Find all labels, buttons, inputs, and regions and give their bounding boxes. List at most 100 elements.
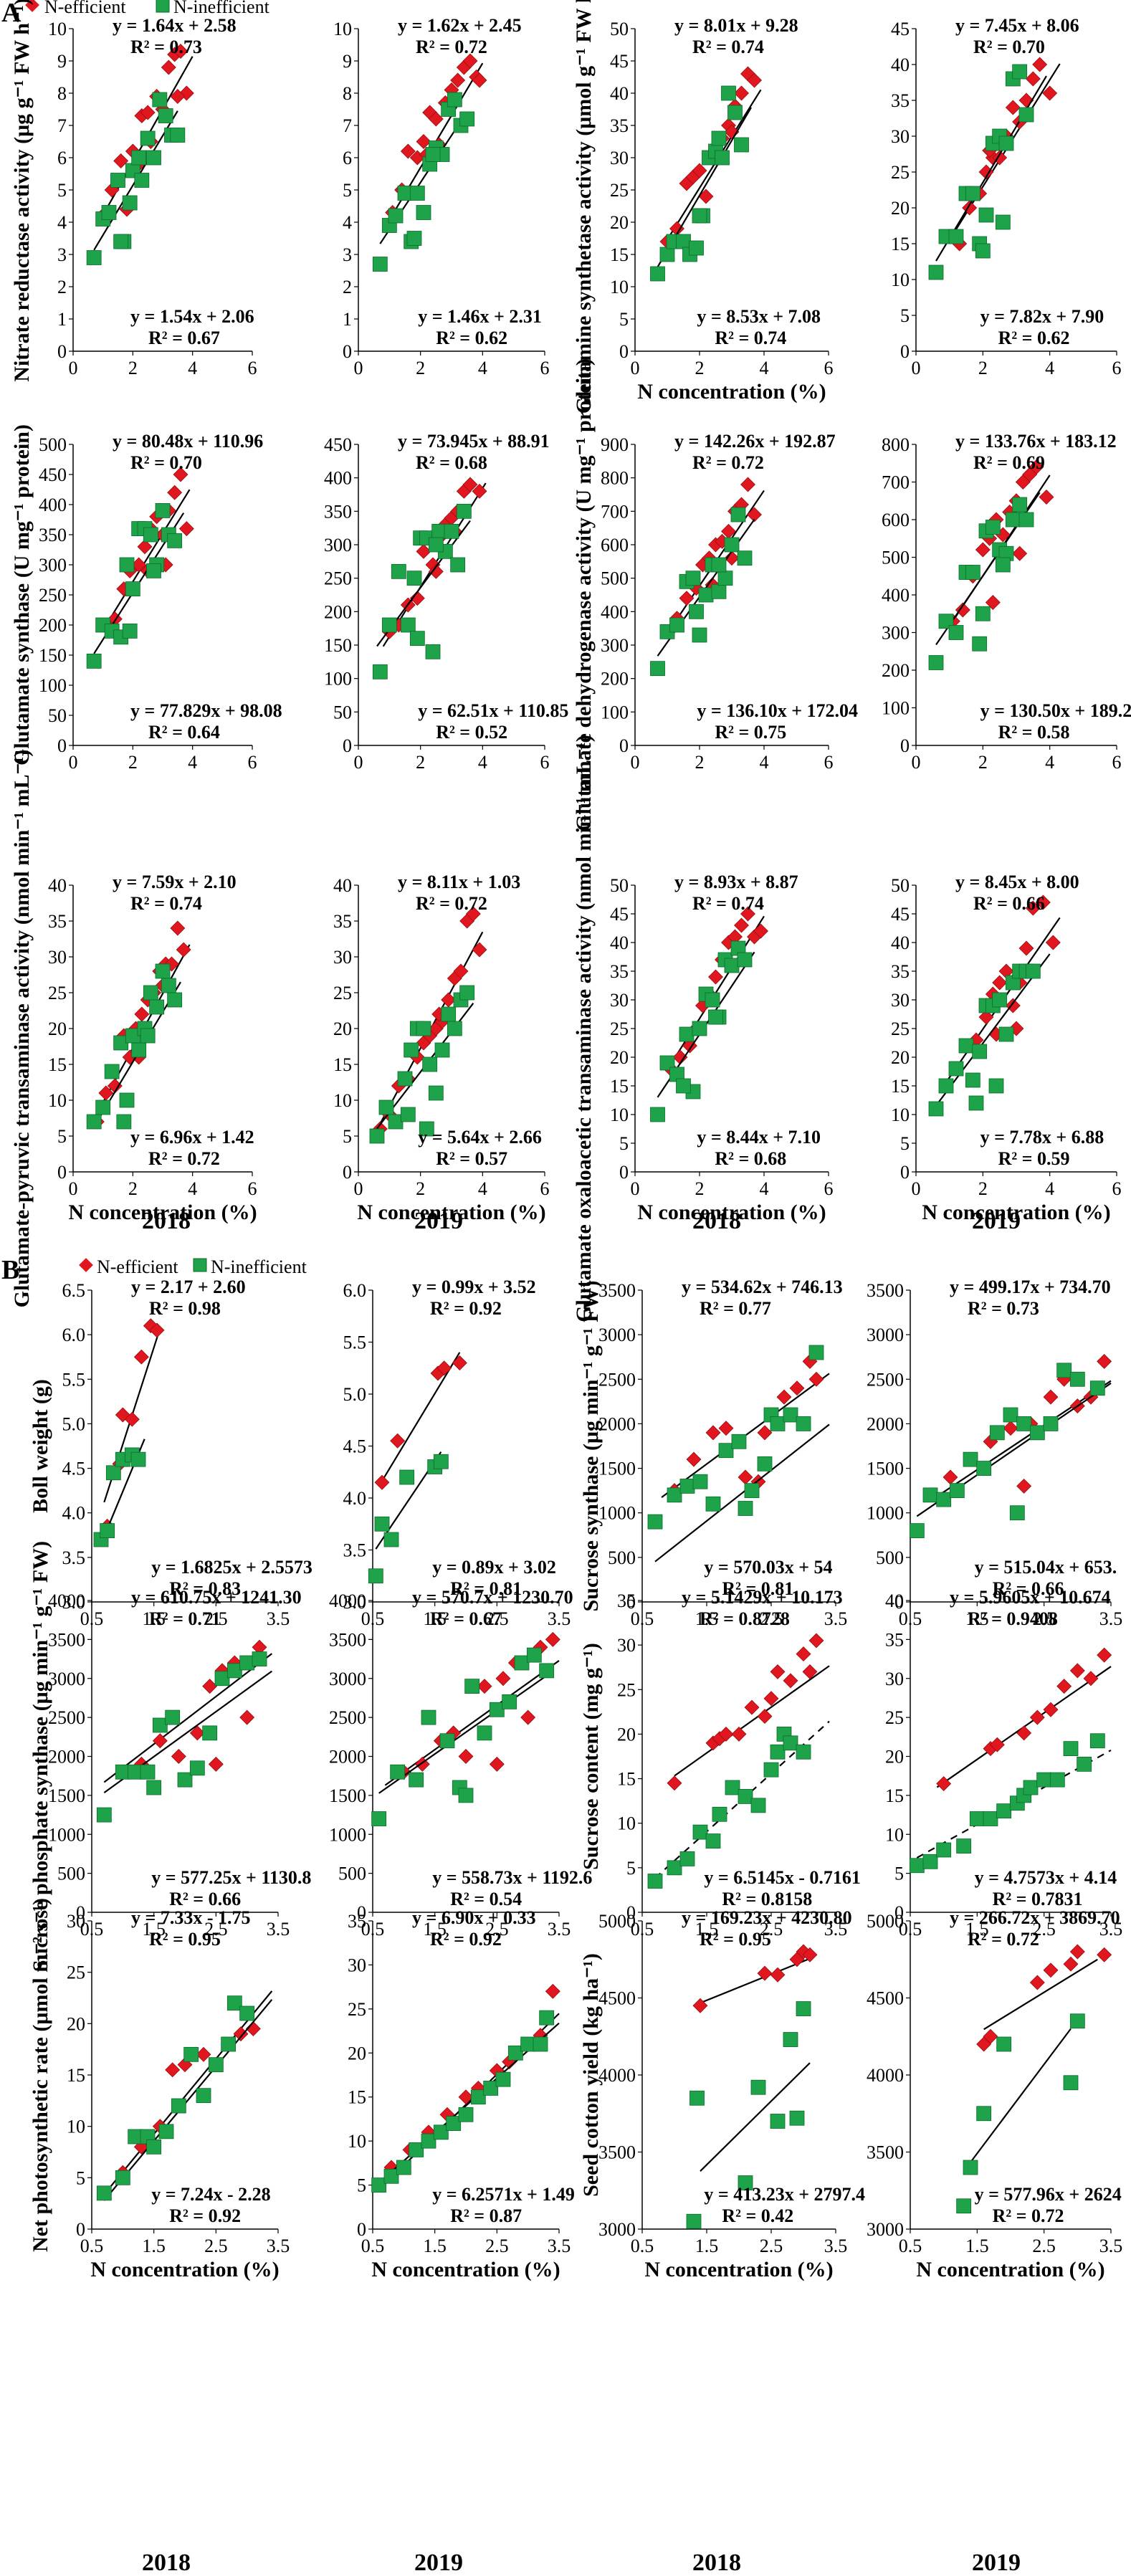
x-tick-label: 3.5: [1099, 1608, 1123, 1629]
year-label-b-2: 2019: [414, 2549, 463, 2576]
point-inefficient: [146, 2139, 162, 2155]
fit-line-inefficient: [654, 1423, 830, 1563]
point-efficient: [708, 969, 723, 985]
point-inefficient: [433, 2124, 449, 2140]
point-inefficient: [421, 2133, 436, 2149]
y-tick-label: 4000: [48, 1590, 85, 1611]
fit-line-efficient: [384, 1660, 560, 1786]
point-inefficient: [372, 257, 388, 272]
x-tick-label: 2: [695, 752, 705, 773]
y-axis-label: Net photosynthetic rate (μmol m⁻² s⁻¹): [29, 1898, 52, 2252]
y-tick-label: 5.5: [62, 1369, 86, 1390]
y-tick-label: 30: [891, 990, 910, 1011]
y-tick-label: 5: [343, 1126, 352, 1147]
y-axis-label: Seed cotton yield (kg ha⁻¹): [579, 1953, 603, 2197]
point-inefficient: [489, 1702, 505, 1717]
point-efficient: [161, 59, 176, 75]
point-inefficient: [669, 617, 684, 633]
point-inefficient: [399, 1469, 415, 1485]
point-inefficient: [763, 1762, 779, 1778]
equation-efficient: y = 499.17x + 734.70: [950, 1277, 1111, 1297]
point-efficient: [1003, 1421, 1018, 1436]
point-inefficient: [965, 565, 980, 580]
y-tick-label: 0: [57, 341, 67, 362]
y-tick-label: 2000: [48, 1747, 85, 1768]
equation-efficient: y = 570.7x + 1230.70: [412, 1587, 573, 1608]
r2-efficient: R² = 0.66: [973, 893, 1045, 914]
point-inefficient: [975, 606, 991, 621]
point-inefficient: [1012, 497, 1028, 512]
point-efficient: [672, 1049, 688, 1065]
y-tick-label: 3500: [598, 2142, 636, 2163]
y-tick-label: 10: [67, 2117, 85, 2137]
point-inefficient: [796, 1744, 811, 1760]
x-tick-label: 3.5: [548, 1919, 571, 1940]
r2-inefficient: R² = 0.87: [450, 2205, 522, 2226]
point-inefficient: [439, 1733, 455, 1749]
point-inefficient: [737, 550, 753, 566]
point-efficient: [134, 1006, 150, 1022]
point-inefficient: [125, 581, 140, 596]
point-inefficient: [738, 1789, 753, 1804]
x-tick-label: 0: [631, 358, 640, 378]
point-efficient: [416, 543, 431, 559]
equation-efficient: y = 8.01x + 9.28: [674, 15, 798, 36]
y-tick-label: 5000: [598, 1911, 636, 1932]
point-inefficient: [458, 2107, 474, 2122]
point-efficient: [727, 929, 743, 945]
equation-efficient: y = 534.62x + 746.13: [682, 1277, 843, 1297]
point-inefficient: [936, 1842, 952, 1858]
point-inefficient: [1056, 1363, 1072, 1378]
point-efficient: [495, 1671, 511, 1687]
x-axis-label: N concentration (%): [68, 1201, 257, 1224]
y-tick-label: 3500: [598, 1280, 636, 1301]
y-tick-label: 450: [324, 434, 352, 455]
r2-efficient: R² = 0.8728: [700, 1608, 790, 1629]
r2-inefficient: R² = 0.68: [715, 1148, 786, 1169]
point-inefficient: [783, 1407, 798, 1423]
y-tick-label: 10: [891, 269, 910, 290]
y-tick-label: 35: [333, 911, 352, 932]
r2-efficient: R² = 0.9408: [968, 1608, 1058, 1629]
equation-inefficient: y = 1.46x + 2.31: [418, 306, 542, 327]
point-inefficient: [409, 631, 425, 647]
point-inefficient: [189, 1760, 205, 1776]
point-inefficient: [667, 1487, 682, 1503]
y-tick-label: 3000: [48, 1669, 85, 1689]
y-tick-label: 15: [891, 234, 910, 254]
point-inefficient: [686, 2213, 702, 2229]
y-tick-label: 1000: [867, 1503, 904, 1524]
equation-efficient: y = 7.45x + 8.06: [955, 15, 1079, 36]
r2-efficient: R² = 0.77: [700, 1298, 771, 1319]
y-tick-label: 600: [601, 535, 629, 555]
point-inefficient: [679, 1026, 695, 1042]
point-inefficient: [1063, 2075, 1079, 2091]
point-inefficient: [434, 1042, 450, 1058]
x-tick-label: 3.5: [267, 1919, 290, 1940]
x-tick-label: 3.5: [824, 1919, 848, 1940]
point-inefficient: [171, 2098, 186, 2114]
y-tick-label: 8: [57, 83, 67, 104]
r2-efficient: R² = 0.67: [430, 1608, 502, 1629]
point-efficient: [718, 1421, 734, 1436]
r2-efficient: R² = 0.92: [430, 1298, 502, 1319]
y-tick-label: 200: [601, 669, 629, 690]
y-tick-label: 1500: [867, 1459, 904, 1479]
point-inefficient: [1063, 1741, 1079, 1757]
y-tick-label: 500: [39, 434, 67, 455]
x-tick-label: 6: [824, 358, 834, 378]
point-inefficient: [96, 1807, 112, 1823]
x-tick-label: 2.5: [760, 1919, 783, 1940]
y-tick-label: 25: [891, 1019, 910, 1039]
x-tick-label: 2.5: [485, 1608, 509, 1629]
point-inefficient: [1036, 1772, 1052, 1788]
y-tick-label: 0: [626, 1592, 636, 1613]
y-tick-label: 4500: [867, 1988, 904, 2009]
point-inefficient: [409, 1772, 424, 1788]
point-inefficient: [86, 654, 102, 669]
x-axis-label: N concentration (%): [357, 1201, 545, 1224]
x-tick-label: 0: [69, 752, 78, 773]
point-inefficient: [152, 1717, 168, 1733]
